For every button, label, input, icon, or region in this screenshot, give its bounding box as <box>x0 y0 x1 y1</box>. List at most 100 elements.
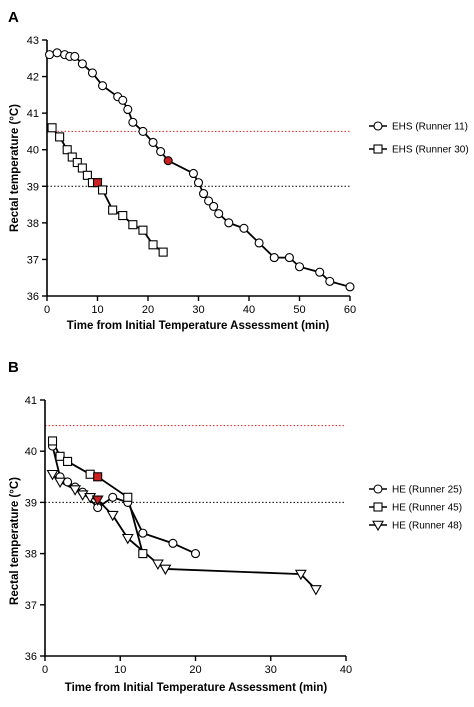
panel-a-series-0-point <box>98 81 108 91</box>
panel-a-y-tick-label: 37 <box>27 254 39 266</box>
panel-a-series-1-point <box>72 157 82 168</box>
panel-a-series-0-point <box>148 137 158 147</box>
panel-b-series-1-point <box>138 549 148 559</box>
panel-a-y-tick-label: 36 <box>27 291 39 303</box>
panel-b-y-tick-label: 41 <box>25 395 37 407</box>
panel-b-series-1-point <box>47 436 58 446</box>
panel-a-x-tick-label: 20 <box>142 304 154 316</box>
panel-b-series-2-point <box>151 559 164 570</box>
panel-a-series-1-point <box>92 178 103 188</box>
panel-a-series-0-point <box>325 276 335 286</box>
panel-b-series-1-point <box>93 472 103 482</box>
panel-a-series-1-point <box>67 152 77 162</box>
panel-a-series-0-point <box>214 209 224 219</box>
panel-a-x-axis-title: Time from Initial Temperature Assessment… <box>67 320 330 332</box>
panel-a-series-0-point <box>294 262 305 272</box>
panel-a-series-0-point <box>52 48 62 58</box>
panel-a-y-tick-label: 43 <box>27 35 39 47</box>
panel-a-legend-label-1: EHS (Runner 30) <box>392 145 469 156</box>
panel-a-series-0-point <box>163 156 173 166</box>
panel-b-x-tick-label: 20 <box>189 664 201 676</box>
panel-a-y-axis-title: Rectal temperature (°C) <box>9 104 21 232</box>
panel-b-legend-marker-0 <box>373 484 383 494</box>
panel-b-y-tick-label: 38 <box>25 549 37 561</box>
panel-a-series-0-point <box>138 126 148 136</box>
panel-b-series-0-point <box>168 538 178 548</box>
panel-b-series-2-point <box>54 477 66 489</box>
panel-a-series-0-point <box>204 196 214 206</box>
panel-a-x-tick-label: 0 <box>44 304 50 316</box>
panel-b-series-1-point <box>85 469 95 479</box>
panel-a-series-0-point <box>87 68 97 78</box>
panel-a-y-tick-label: 42 <box>27 72 39 84</box>
panel-a-x-tick-label: 40 <box>243 304 255 316</box>
panel-b-series-1-point <box>63 456 73 466</box>
panel-a-series-0-point <box>77 59 87 69</box>
panel-a-x-tick-label: 10 <box>91 304 103 316</box>
panel-a-series-0-point <box>156 146 166 157</box>
panel-a-series-0-point <box>123 104 133 115</box>
panel-a-series-1-point <box>108 205 118 215</box>
panel-b-x-tick-label: 30 <box>265 664 277 676</box>
panel-b-legend-label-2: HE (Runner 48) <box>392 521 462 532</box>
panel-b-series-1-point <box>55 451 65 461</box>
panel-a-x-tick-label: 60 <box>344 304 356 316</box>
panel-a-series-1-point <box>118 210 128 221</box>
panel-a-series-1-point <box>138 225 148 235</box>
panel-a-series-1-point <box>47 123 57 133</box>
panel-b-series-2-point <box>309 585 322 596</box>
panel-a-series-1-point <box>55 132 65 142</box>
panel-a-series-0-point <box>284 253 294 263</box>
panel-b-y-tick-label: 40 <box>25 446 37 458</box>
panel-a-series-1-point <box>148 240 158 250</box>
panel-a-series-0-point <box>188 168 198 179</box>
panel-b-series-2-point <box>46 469 59 481</box>
panel-b-y-tick-label: 36 <box>25 651 37 663</box>
panel-a-series-0-point <box>345 282 355 292</box>
panel-a-series-1-point <box>158 247 168 257</box>
panel-b-series-1-point <box>123 492 133 502</box>
panel-b-series-0-point <box>190 549 201 559</box>
panel-a-legend-marker-0 <box>373 121 383 131</box>
panel-b-x-axis-title: Time from Initial Temperature Assessment… <box>65 682 328 694</box>
panel-a-series-0-point <box>254 238 264 248</box>
panel-a-y-tick-label: 38 <box>27 218 39 230</box>
panel-b-series-2-point <box>294 569 307 581</box>
panel-a-y-tick-label: 40 <box>27 145 39 157</box>
panel-a-series-1-point <box>98 185 108 195</box>
panel-letter-b: B <box>8 359 19 376</box>
panel-a-y-tick-label: 41 <box>27 108 39 120</box>
panel-a-series-1-point <box>128 220 138 230</box>
panel-a-series-0-point <box>44 50 55 60</box>
panel-a-series-0-point <box>193 178 204 188</box>
panel-a-series-0-point <box>70 51 80 62</box>
panel-a-x-tick-label: 30 <box>192 304 204 316</box>
panel-a-legend-marker-1 <box>373 144 383 154</box>
panel-b-series-0-point <box>108 492 118 502</box>
panel-a-legend-label-0: EHS (Runner 11) <box>392 122 468 133</box>
panel-letter-a: A <box>8 9 19 26</box>
panel-b-series-2-line <box>51 473 317 591</box>
panel-b-x-tick-label: 0 <box>42 664 48 676</box>
panel-b-legend-label-0: HE (Runner 25) <box>392 485 462 496</box>
panel-a-series-0-point <box>209 201 219 211</box>
panel-a-series-0-line <box>49 51 351 288</box>
panel-a-series-0-point <box>239 223 249 233</box>
panel-b-series-2-point <box>69 485 82 496</box>
panel-b-series-2-point <box>91 495 104 506</box>
panel-b-series-0-point <box>63 477 73 487</box>
panel-a-series-0-point <box>199 189 209 199</box>
panel-a-series-1-point <box>77 163 87 173</box>
panel-a-series-1-point <box>62 145 72 155</box>
panel-b-series-2-point <box>159 564 172 576</box>
panel-a-series-0-point <box>315 267 325 277</box>
panel-a-series-0-point <box>118 95 128 105</box>
panel-b-y-axis-title: Rectal temperature (°C) <box>9 477 21 605</box>
panel-a-series-1-point <box>82 170 92 180</box>
panel-b-series-2-point <box>121 533 134 545</box>
panel-b-series-2-point <box>106 510 119 522</box>
panel-b-legend-marker-1 <box>373 502 383 512</box>
panel-b-series-0-point <box>138 528 148 538</box>
panel-a-x-tick-label: 50 <box>293 304 305 316</box>
panel-a-y-tick-label: 39 <box>27 181 39 193</box>
